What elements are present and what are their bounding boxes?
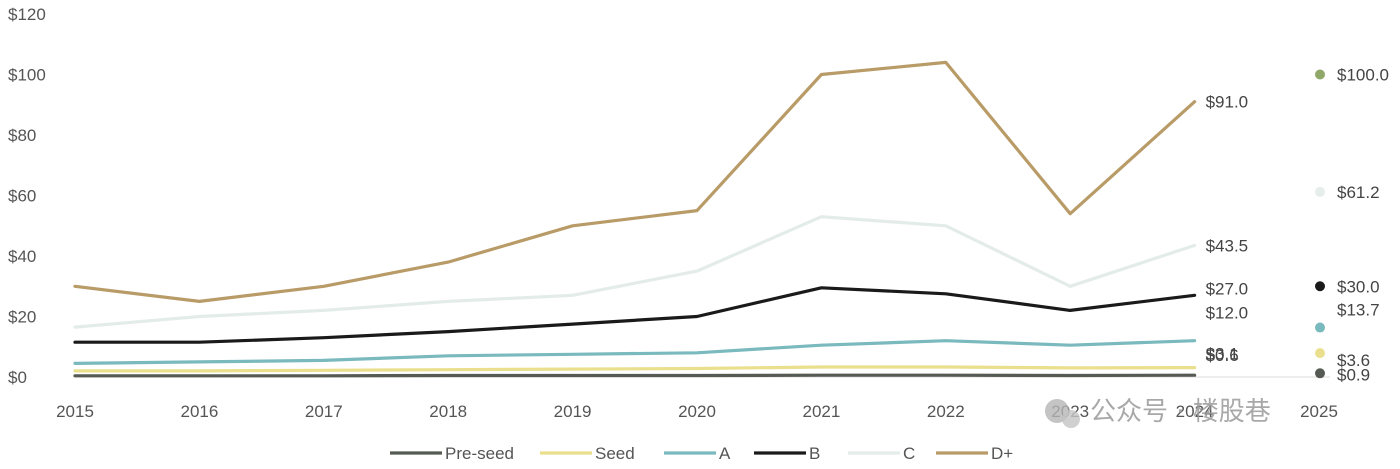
x-tick-label: 2016 [180,402,218,421]
legend-label: A [719,444,731,463]
legend-item: D+ [936,444,1013,463]
series-line-b [73,286,1197,344]
x-tick-label: 2020 [678,402,716,421]
series-line-d- [73,60,1197,303]
forecast-label: $30.0 [1337,277,1380,296]
x-tick-label: 2018 [429,402,467,421]
legend-item: Seed [540,444,635,463]
legend-item: A [664,444,731,463]
x-tick-label: 2022 [927,402,965,421]
legend-label: Pre-seed [445,444,514,463]
watermark-text: 公众号 · 楼股巷 [1090,397,1271,427]
end-label: $3.1 [1206,345,1239,364]
series-lines [73,60,1197,378]
y-tick-label: $100 [8,66,46,85]
legend-label: Seed [595,444,635,463]
series-line-c [73,215,1197,329]
forecast-markers: $0.9$3.6 $13.7 $30.0 $61.2 $100.0 [1315,66,1389,384]
x-tick-label: 2025 [1300,402,1338,421]
legend: Pre-seed Seed A B C D+ [390,444,1013,463]
y-tick-label: $120 [8,5,46,24]
forecast-label: $61.2 [1337,183,1380,202]
y-tick-label: $80 [8,126,36,145]
forecast-dot [1315,368,1325,379]
legend-item: B [754,444,820,463]
forecast-dot [1315,186,1325,197]
legend-label: B [809,444,820,463]
forecast-dot [1315,322,1325,333]
end-label: $91.0 [1206,93,1249,112]
series-line-a [73,339,1197,365]
legend-label: C [903,444,915,463]
y-axis-ticks: $120 $100 $80 $60 $40 $20 $0 [8,5,46,387]
watermark: 公众号 · 楼股巷 [1045,397,1271,428]
y-tick-label: $60 [8,187,36,206]
x-tick-label: 2019 [554,402,592,421]
y-tick-label: $0 [8,368,27,387]
legend-item: C [848,444,915,463]
forecast-label: $13.7 [1337,301,1380,320]
end-label: $43.5 [1206,236,1249,255]
wechat-icon-bubble [1062,410,1080,428]
end-label: $12.0 [1206,304,1249,323]
forecast-dot [1315,348,1325,359]
y-tick-label: $20 [8,308,36,327]
forecast-label: $100.0 [1337,66,1389,85]
end-label: $0.6 [1206,346,1239,365]
forecast-label: $3.6 [1337,351,1370,370]
x-tick-label: 2024 [1176,402,1214,421]
series-line-pre-seed [73,373,1197,378]
series-line-seed [73,365,1197,373]
legend-item: Pre-seed [390,444,514,463]
end-label: $27.0 [1206,279,1249,298]
forecast-dot [1315,69,1325,80]
forecast-dot [1315,281,1325,292]
end-labels: $0.6$3.1 $12.0 $27.0 $43.5 $91.0 [1206,93,1249,365]
forecast-label: $0.9 [1337,365,1370,384]
legend-label: D+ [991,444,1013,463]
x-tick-label: 2015 [56,402,94,421]
y-tick-label: $40 [8,247,36,266]
x-tick-label: 2017 [305,402,343,421]
x-tick-label: 2021 [802,402,840,421]
